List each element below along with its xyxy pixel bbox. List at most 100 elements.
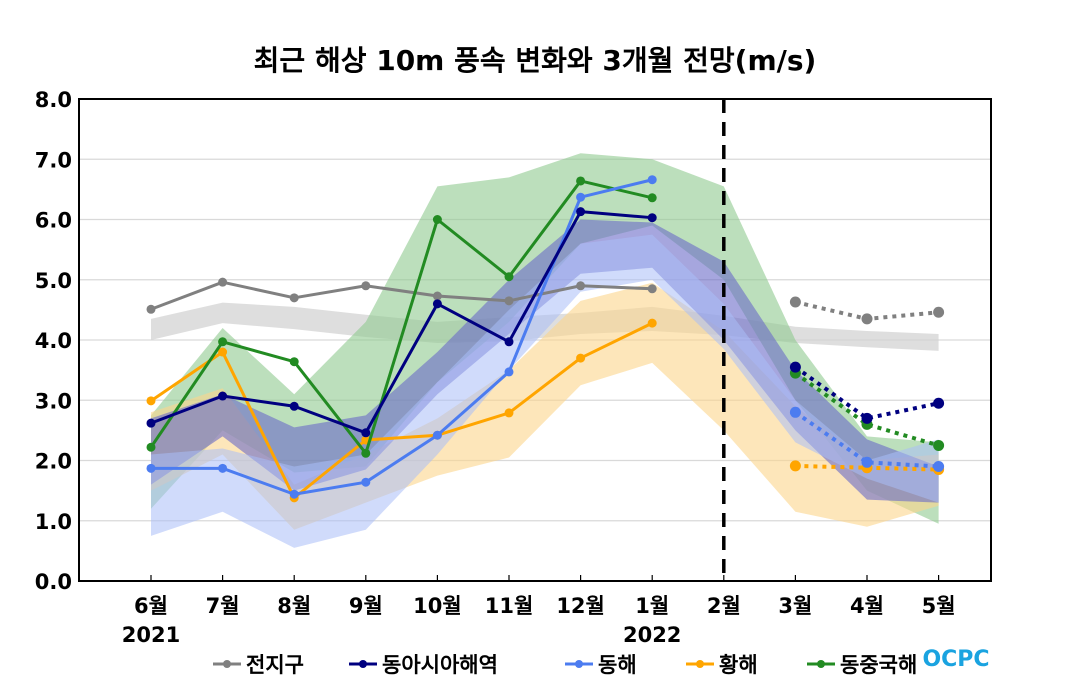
legend-marker bbox=[575, 660, 583, 668]
series-lines bbox=[146, 175, 945, 503]
observed-point bbox=[218, 347, 228, 357]
forecast-point bbox=[933, 461, 945, 473]
observed-point bbox=[576, 281, 586, 291]
observed-point bbox=[576, 176, 586, 186]
observed-point bbox=[146, 418, 156, 428]
observed-point bbox=[289, 401, 299, 411]
legend-marker bbox=[223, 660, 231, 668]
x-tick-label: 11월 bbox=[485, 594, 534, 618]
observed-point bbox=[432, 299, 442, 309]
ocpc-logo: OCPC bbox=[922, 647, 989, 672]
forecast-point bbox=[789, 406, 801, 418]
y-tick-label: 2.0 bbox=[35, 450, 72, 474]
series-1 bbox=[146, 207, 945, 438]
observed-point bbox=[647, 213, 657, 223]
y-tick-label: 3.0 bbox=[35, 389, 72, 413]
observed-point bbox=[146, 442, 156, 452]
observed-point bbox=[218, 277, 228, 287]
observed-line bbox=[150, 280, 653, 311]
observed-point bbox=[504, 367, 514, 377]
x-tick-label: 6월 bbox=[134, 594, 168, 618]
x-tick-label: 9월 bbox=[349, 594, 383, 618]
observed-point bbox=[218, 463, 228, 473]
year-label: 2022 bbox=[623, 623, 681, 647]
y-tick-label: 7.0 bbox=[35, 148, 72, 172]
y-tick-label: 0.0 bbox=[35, 570, 72, 594]
legend-label: 동아시아해역 bbox=[382, 653, 498, 677]
chart-title: 최근 해상 10m 풍속 변화와 3개월 전망(m/s) bbox=[254, 44, 817, 77]
observed-point bbox=[647, 175, 657, 185]
y-tick-label: 5.0 bbox=[35, 269, 72, 293]
observed-point bbox=[361, 448, 371, 458]
observed-point bbox=[361, 281, 371, 291]
legend-marker bbox=[359, 660, 367, 668]
legend-label: 동중국해 bbox=[840, 653, 917, 677]
observed-point bbox=[289, 489, 299, 499]
observed-line bbox=[149, 179, 653, 455]
x-tick-label: 8월 bbox=[277, 594, 311, 618]
observed-point bbox=[504, 408, 514, 418]
forecast-point bbox=[861, 313, 873, 325]
forecast-point bbox=[861, 412, 873, 424]
x-tick-label: 1월 bbox=[635, 594, 669, 618]
observed-line bbox=[150, 210, 653, 435]
forecast-point bbox=[789, 296, 801, 308]
observed-point bbox=[432, 291, 442, 301]
plot-frame bbox=[78, 98, 992, 582]
observed-point bbox=[647, 193, 657, 203]
observed-point bbox=[218, 337, 228, 347]
legend-label: 동해 bbox=[598, 653, 637, 677]
observed-point bbox=[576, 353, 586, 363]
observed-point bbox=[647, 284, 657, 294]
climatology-bands bbox=[151, 153, 939, 548]
observed-point bbox=[146, 463, 156, 473]
legend-label: 전지구 bbox=[246, 653, 304, 677]
observed-point bbox=[504, 272, 514, 282]
forecast-line bbox=[794, 410, 939, 469]
legend-marker bbox=[817, 660, 825, 668]
x-tick-label: 7월 bbox=[206, 594, 240, 618]
forecast-point bbox=[861, 456, 873, 468]
forecast-point bbox=[933, 439, 945, 451]
series-4 bbox=[146, 176, 945, 458]
observed-point bbox=[361, 428, 371, 438]
legend-item: 동중국해 bbox=[807, 653, 917, 677]
forecast-line bbox=[794, 365, 940, 421]
legend: 전지구 동아시아해역 동해 황해 동중국해 bbox=[213, 653, 917, 677]
observed-point bbox=[289, 357, 299, 367]
logo-text: OCPC bbox=[922, 647, 989, 672]
x-tick-labels: 6월 7월 8월 9월 10월 11월 12월 1월 2월 3월 4월 5월 2021 2022 bbox=[122, 594, 956, 647]
observed-point bbox=[504, 337, 514, 347]
observed-point bbox=[647, 318, 657, 328]
forecast-point bbox=[933, 306, 945, 318]
x-tick-label: 12월 bbox=[556, 594, 605, 618]
observed-line bbox=[150, 321, 653, 500]
observed-point bbox=[504, 296, 514, 306]
y-tick-label: 4.0 bbox=[35, 329, 72, 353]
forecast-point bbox=[789, 460, 801, 472]
observed-point bbox=[218, 391, 228, 401]
y-tick-label: 6.0 bbox=[35, 209, 72, 233]
legend-marker bbox=[696, 660, 704, 668]
x-tick-label: 3월 bbox=[778, 594, 812, 618]
forecast-line bbox=[795, 463, 939, 472]
x-tick-label: 2월 bbox=[707, 594, 741, 618]
x-tick-label: 10월 bbox=[413, 594, 462, 618]
y-tick-labels: 0.0 1.0 2.0 3.0 4.0 5.0 6.0 7.0 8.0 bbox=[35, 88, 72, 594]
band-2 bbox=[151, 234, 939, 548]
axes bbox=[78, 98, 992, 582]
legend-item: 동해 bbox=[565, 653, 637, 677]
observed-point bbox=[361, 477, 371, 487]
year-label: 2021 bbox=[122, 623, 180, 647]
forecast-line bbox=[794, 371, 940, 448]
legend-item: 동아시아해역 bbox=[349, 653, 498, 677]
observed-line bbox=[151, 178, 653, 496]
observed-point bbox=[146, 304, 156, 314]
observed-point bbox=[146, 396, 156, 406]
series-0 bbox=[146, 277, 945, 325]
observed-point bbox=[289, 293, 299, 303]
legend-label: 황해 bbox=[719, 653, 758, 677]
observed-point bbox=[576, 192, 586, 202]
observed-point bbox=[432, 215, 442, 224]
